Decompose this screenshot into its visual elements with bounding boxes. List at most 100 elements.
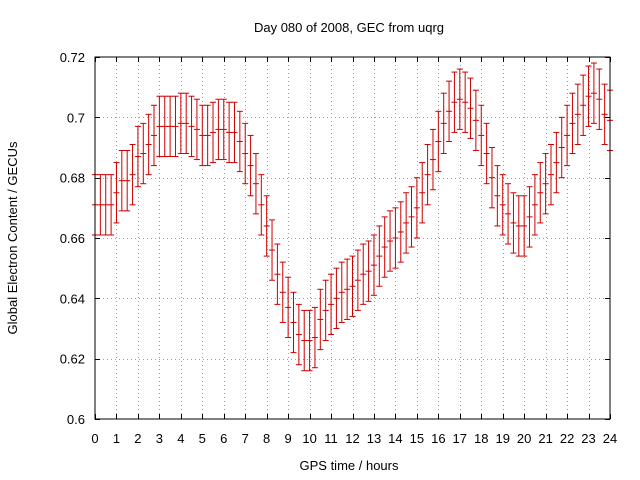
data-point xyxy=(467,77,474,139)
data-point xyxy=(376,225,383,287)
data-point xyxy=(134,125,141,188)
axis-ticks xyxy=(95,57,611,420)
data-point xyxy=(344,258,351,320)
data-point xyxy=(446,80,453,142)
data-point xyxy=(167,95,174,158)
data-point xyxy=(478,104,485,167)
y-tick-label: 0.66 xyxy=(60,231,85,246)
data-point xyxy=(151,104,158,167)
data-point xyxy=(472,89,479,152)
data-point xyxy=(569,92,576,155)
data-point xyxy=(113,162,120,224)
data-point xyxy=(547,143,554,206)
x-tick-label: 8 xyxy=(263,431,270,446)
data-point xyxy=(279,261,286,323)
data-point xyxy=(515,195,522,257)
data-point xyxy=(456,68,463,130)
data-point xyxy=(435,110,442,173)
x-tick-label: 22 xyxy=(560,431,574,446)
data-point xyxy=(301,309,308,372)
data-point xyxy=(161,95,168,158)
data-point xyxy=(429,128,436,191)
x-tick-label: 24 xyxy=(603,431,617,446)
data-point xyxy=(311,306,318,369)
x-tick-label: 21 xyxy=(538,431,552,446)
x-tick-label: 23 xyxy=(581,431,595,446)
x-axis-label: GPS time / hours xyxy=(300,458,399,473)
data-point xyxy=(247,134,254,197)
y-axis-label: Global Electron Content / GECUs xyxy=(5,141,20,334)
x-tick-label: 10 xyxy=(302,431,316,446)
data-point xyxy=(424,143,431,206)
data-point xyxy=(370,234,377,296)
data-point xyxy=(306,309,313,372)
data-point xyxy=(537,162,544,224)
chart-title: Day 080 of 2008, GEC from uqrg xyxy=(254,20,444,35)
data-series xyxy=(92,62,613,372)
data-point xyxy=(108,174,115,236)
data-point xyxy=(397,201,404,263)
data-point xyxy=(499,174,506,236)
data-point xyxy=(564,104,571,167)
data-point xyxy=(381,216,388,278)
x-tick-label: 13 xyxy=(367,431,381,446)
data-point xyxy=(140,122,147,185)
data-point xyxy=(510,192,517,254)
data-point xyxy=(290,291,297,354)
x-tick-label: 17 xyxy=(453,431,467,446)
data-point xyxy=(215,98,222,161)
data-point xyxy=(199,104,206,167)
data-point xyxy=(462,71,469,133)
y-tick-label: 0.62 xyxy=(60,352,85,367)
data-point xyxy=(419,162,426,224)
x-tick-label: 3 xyxy=(156,431,163,446)
x-tick-label: 15 xyxy=(410,431,424,446)
data-point xyxy=(102,174,109,236)
data-point xyxy=(360,243,367,305)
data-point xyxy=(97,174,104,236)
data-point xyxy=(413,177,420,239)
data-point xyxy=(204,104,211,167)
data-point xyxy=(580,74,587,136)
data-point xyxy=(252,153,259,215)
data-point xyxy=(349,255,356,317)
data-point xyxy=(193,98,200,161)
y-tick-label: 0.7 xyxy=(67,110,85,125)
data-point xyxy=(263,195,270,257)
data-point xyxy=(172,95,179,158)
data-point xyxy=(590,62,597,124)
data-point xyxy=(392,207,399,269)
data-point xyxy=(531,174,538,236)
data-point xyxy=(183,92,190,155)
x-tick-label: 20 xyxy=(517,431,531,446)
x-tick-label: 2 xyxy=(134,431,141,446)
data-point xyxy=(328,273,335,336)
data-point xyxy=(236,110,243,173)
data-point xyxy=(285,276,292,339)
x-tick-label: 18 xyxy=(474,431,488,446)
data-point xyxy=(553,131,560,194)
x-tick-label: 16 xyxy=(431,431,445,446)
grid xyxy=(95,57,610,419)
data-point xyxy=(408,186,415,248)
data-point xyxy=(403,192,410,254)
data-point xyxy=(521,195,528,257)
data-point xyxy=(295,303,302,366)
data-point xyxy=(601,83,608,145)
x-tick-label: 6 xyxy=(220,431,227,446)
data-point xyxy=(258,174,265,236)
data-point xyxy=(365,240,372,302)
data-point xyxy=(451,71,458,133)
data-point xyxy=(220,98,227,161)
data-point xyxy=(440,92,447,155)
data-point xyxy=(483,122,490,185)
data-point xyxy=(558,116,565,179)
x-tick-label: 14 xyxy=(388,431,402,446)
x-tick-label: 4 xyxy=(177,431,184,446)
data-point xyxy=(488,147,495,209)
data-point xyxy=(145,113,152,176)
data-point xyxy=(574,83,581,145)
data-point xyxy=(494,165,501,227)
data-point xyxy=(231,101,238,164)
